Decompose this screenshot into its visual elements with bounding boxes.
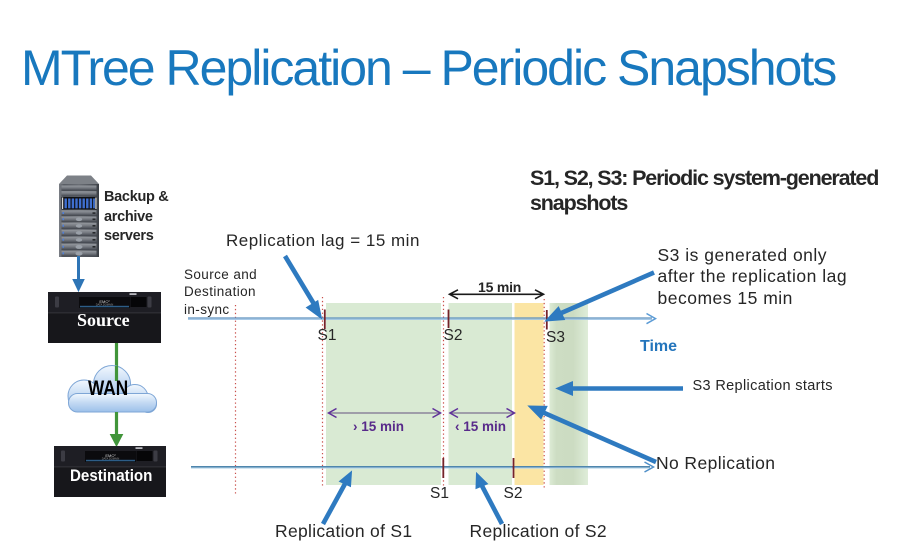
svg-text:EMC²: EMC² [99, 299, 110, 304]
svg-text:EMC²: EMC² [105, 453, 116, 458]
svg-text:DATA DOMAIN: DATA DOMAIN [102, 456, 120, 460]
svg-text:DATA DOMAIN: DATA DOMAIN [96, 302, 114, 306]
